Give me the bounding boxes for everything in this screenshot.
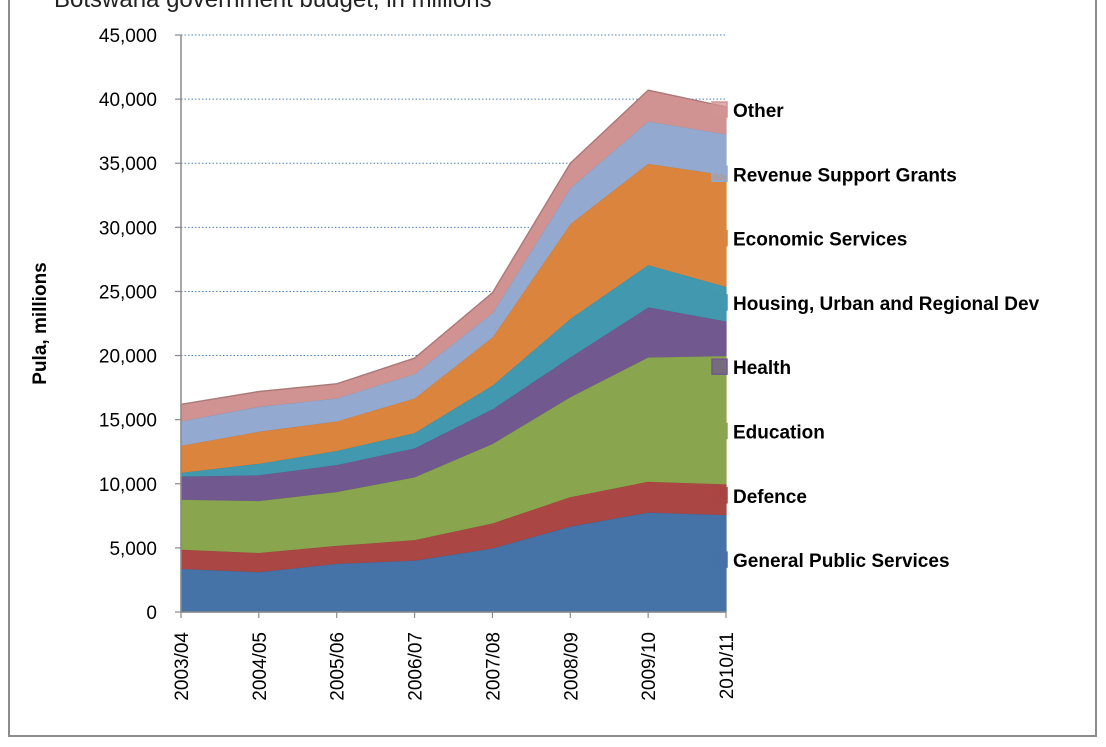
y-tick-label: 30,000 (99, 218, 157, 239)
legend-label-general-public-services[interactable]: General Public Services (733, 551, 950, 572)
legend-label-other[interactable]: Other (733, 101, 784, 122)
y-axis-label: Pula, millions (30, 262, 51, 384)
y-tick-label: 35,000 (99, 154, 157, 175)
x-tick-label: 2006/07 (406, 632, 427, 701)
y-tick-label: 40,000 (99, 90, 157, 111)
x-tick-label: 2007/08 (483, 632, 504, 701)
legend-label-education[interactable]: Education (733, 423, 825, 444)
legend-label-revenue-support-grants[interactable]: Revenue Support Grants (733, 165, 957, 186)
legend-label-housing-urban-and-regional-dev[interactable]: Housing, Urban and Regional Dev (733, 294, 1040, 315)
legend[interactable]: Other Revenue Support Grants Economic Serv… (711, 101, 1040, 572)
legend-swatch-economic-services[interactable] (711, 229, 728, 247)
area-other (180, 89, 727, 422)
x-tick-label: 2010/11 (717, 632, 738, 699)
y-tick-labels: 0 5,000 10,000 15,000 20,000 25,000 30,000 35,0… (99, 26, 157, 624)
x-tick-label: 2005/06 (328, 632, 349, 701)
legend-swatch-housing-urban-and-regional-dev[interactable] (711, 294, 728, 311)
legend-swatch-other[interactable] (711, 101, 728, 118)
y-tick-label: 20,000 (99, 347, 157, 368)
x-tick-label: 2008/09 (561, 632, 582, 701)
axes (175, 34, 727, 618)
area-series (180, 89, 727, 613)
y-tick-label: 10,000 (99, 475, 157, 496)
legend-swatch-education[interactable] (711, 422, 728, 440)
y-tick-label: 0 (146, 603, 157, 624)
y-tick-label: 45,000 (99, 26, 157, 47)
y-tick-label: 25,000 (99, 282, 157, 303)
x-tick-label: 2003/04 (172, 632, 193, 701)
legend-label-health[interactable]: Health (733, 358, 791, 379)
x-tick-labels: 2003/04 2004/05 2005/06 2006/07 2007/08 2008/… (172, 632, 738, 701)
legend-label-defence[interactable]: Defence (733, 487, 807, 508)
x-tick-label: 2004/05 (250, 632, 271, 701)
x-tick-label: 2009/10 (639, 632, 660, 701)
legend-label-economic-services[interactable]: Economic Services (733, 230, 907, 251)
y-tick-label: 5,000 (109, 539, 157, 560)
y-tick-label: 15,000 (99, 411, 157, 432)
chart-header-text: Botswana government budget, in millions (54, 0, 492, 14)
legend-swatch-health[interactable] (711, 358, 728, 375)
legend-swatch-revenue-support-grants[interactable] (711, 165, 728, 183)
legend-swatch-defence[interactable] (711, 487, 728, 504)
legend-swatch-general-public-services[interactable] (711, 551, 728, 568)
area-edge-other (180, 89, 727, 406)
